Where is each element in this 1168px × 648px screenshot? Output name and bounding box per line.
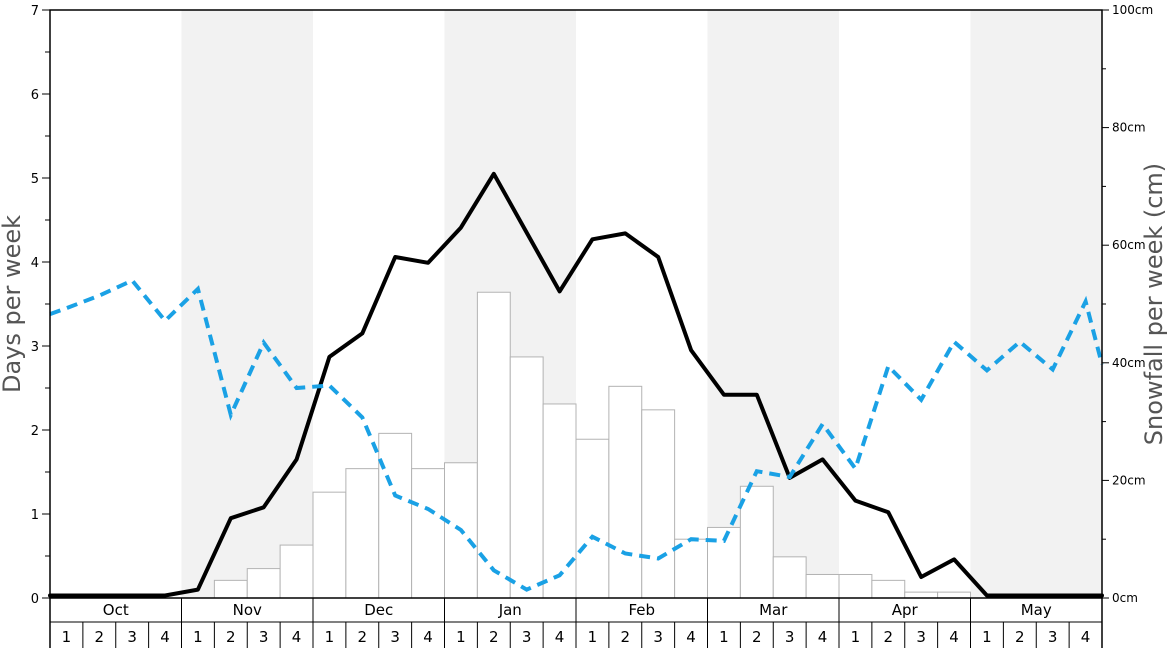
dashed-line <box>49 278 1104 592</box>
week-label: 3 <box>653 628 663 646</box>
right-tick-label: 20cm <box>1112 473 1146 487</box>
month-label-feb: Feb <box>628 601 655 619</box>
snowfall-bar-8 <box>279 544 314 599</box>
week-label: 1 <box>325 628 335 646</box>
right-tick-label: 100cm <box>1112 3 1153 17</box>
week-label: 3 <box>1048 628 1058 646</box>
week-label: 3 <box>259 628 269 646</box>
snowfall-bar-25 <box>838 573 873 599</box>
week-label: 3 <box>916 628 926 646</box>
week-label: 1 <box>982 628 992 646</box>
week-label: 4 <box>818 628 828 646</box>
right-tick-label: 40cm <box>1112 356 1146 370</box>
week-label: 2 <box>752 628 762 646</box>
week-label: 1 <box>851 628 861 646</box>
week-label: 4 <box>160 628 170 646</box>
snowfall-bar-28 <box>937 591 971 599</box>
left-axis: 0 1 2 3 4 5 6 7 <box>31 4 50 607</box>
month-label-nov: Nov <box>233 601 262 619</box>
snowfall-bar-12 <box>411 468 445 599</box>
week-label: 2 <box>489 628 499 646</box>
month-label-may: May <box>1021 601 1052 619</box>
week-label: 1 <box>719 628 729 646</box>
month-label-jan: Jan <box>498 601 522 619</box>
snowfall-bar-22 <box>739 485 774 599</box>
snowfall-bar-11 <box>378 432 413 599</box>
left-tick-label: 1 <box>31 508 39 523</box>
month-label-dec: Dec <box>364 601 393 619</box>
week-label: 2 <box>1015 628 1025 646</box>
week-label: 2 <box>95 628 105 646</box>
snowfall-bar-19 <box>641 409 676 599</box>
snowfall-bar-24 <box>805 573 840 599</box>
week-label-row: 1 2 3 4 1 2 3 4 1 2 3 4 1 2 3 4 1 2 3 4 1 2 3 4 1 2 3 4 1 2 3 4 <box>62 622 1091 648</box>
left-tick-label: 6 <box>31 88 39 103</box>
month-label-apr: Apr <box>892 601 919 619</box>
snowfall-bars <box>213 291 971 599</box>
right-tick-label: 0cm <box>1112 591 1138 605</box>
week-label: 1 <box>193 628 203 646</box>
left-tick-label: 0 <box>31 592 39 607</box>
right-tick-label: 80cm <box>1112 121 1146 135</box>
week-label: 2 <box>358 628 368 646</box>
week-label: 2 <box>621 628 631 646</box>
week-label: 4 <box>686 628 696 646</box>
left-axis-title: Days per week <box>0 215 26 393</box>
week-label: 4 <box>949 628 959 646</box>
snowfall-bar-15 <box>509 356 544 599</box>
week-label: 4 <box>555 628 565 646</box>
snowfall-bar-6 <box>213 579 248 599</box>
week-label: 4 <box>292 628 302 646</box>
left-tick-label: 7 <box>31 4 39 19</box>
month-label-mar: Mar <box>759 601 788 619</box>
week-label: 4 <box>1081 628 1091 646</box>
snowfall-bar-14 <box>476 291 511 599</box>
snowfall-bar-7 <box>246 568 281 599</box>
week-label: 1 <box>456 628 466 646</box>
week-label: 2 <box>226 628 236 646</box>
week-label: 4 <box>423 628 433 646</box>
right-axis: 0cm 20cm 40cm 60cm 80cm 100cm <box>1102 3 1153 605</box>
snowfall-bar-27 <box>904 591 939 599</box>
week-label: 2 <box>884 628 894 646</box>
month-shade-may <box>970 10 1102 598</box>
left-tick-label: 3 <box>31 340 39 355</box>
snowfall-bar-26 <box>871 579 906 599</box>
snowfall-bar-17 <box>575 438 610 599</box>
snowfall-bar-9 <box>312 491 347 599</box>
week-label: 3 <box>785 628 795 646</box>
lines <box>48 171 1104 598</box>
snowfall-bar-23 <box>772 556 807 599</box>
left-tick-label: 2 <box>31 424 39 439</box>
month-label-row: Oct Nov Dec Jan Feb Mar Apr May <box>49 598 1103 648</box>
left-tick-label: 5 <box>31 172 39 187</box>
right-tick-label: 60cm <box>1112 238 1146 252</box>
week-label: 3 <box>127 628 137 646</box>
snowfall-bar-16 <box>542 403 577 599</box>
snowfall-bar-18 <box>608 385 643 599</box>
week-label: 3 <box>390 628 400 646</box>
week-label: 1 <box>62 628 72 646</box>
week-label: 1 <box>588 628 598 646</box>
right-axis-title: Snowfall per week (cm) <box>1140 163 1168 445</box>
snowfall-bar-10 <box>345 468 380 599</box>
left-tick-label: 4 <box>31 256 39 271</box>
month-label-oct: Oct <box>103 601 129 619</box>
snow-days-line <box>48 171 1104 598</box>
week-label: 3 <box>522 628 532 646</box>
